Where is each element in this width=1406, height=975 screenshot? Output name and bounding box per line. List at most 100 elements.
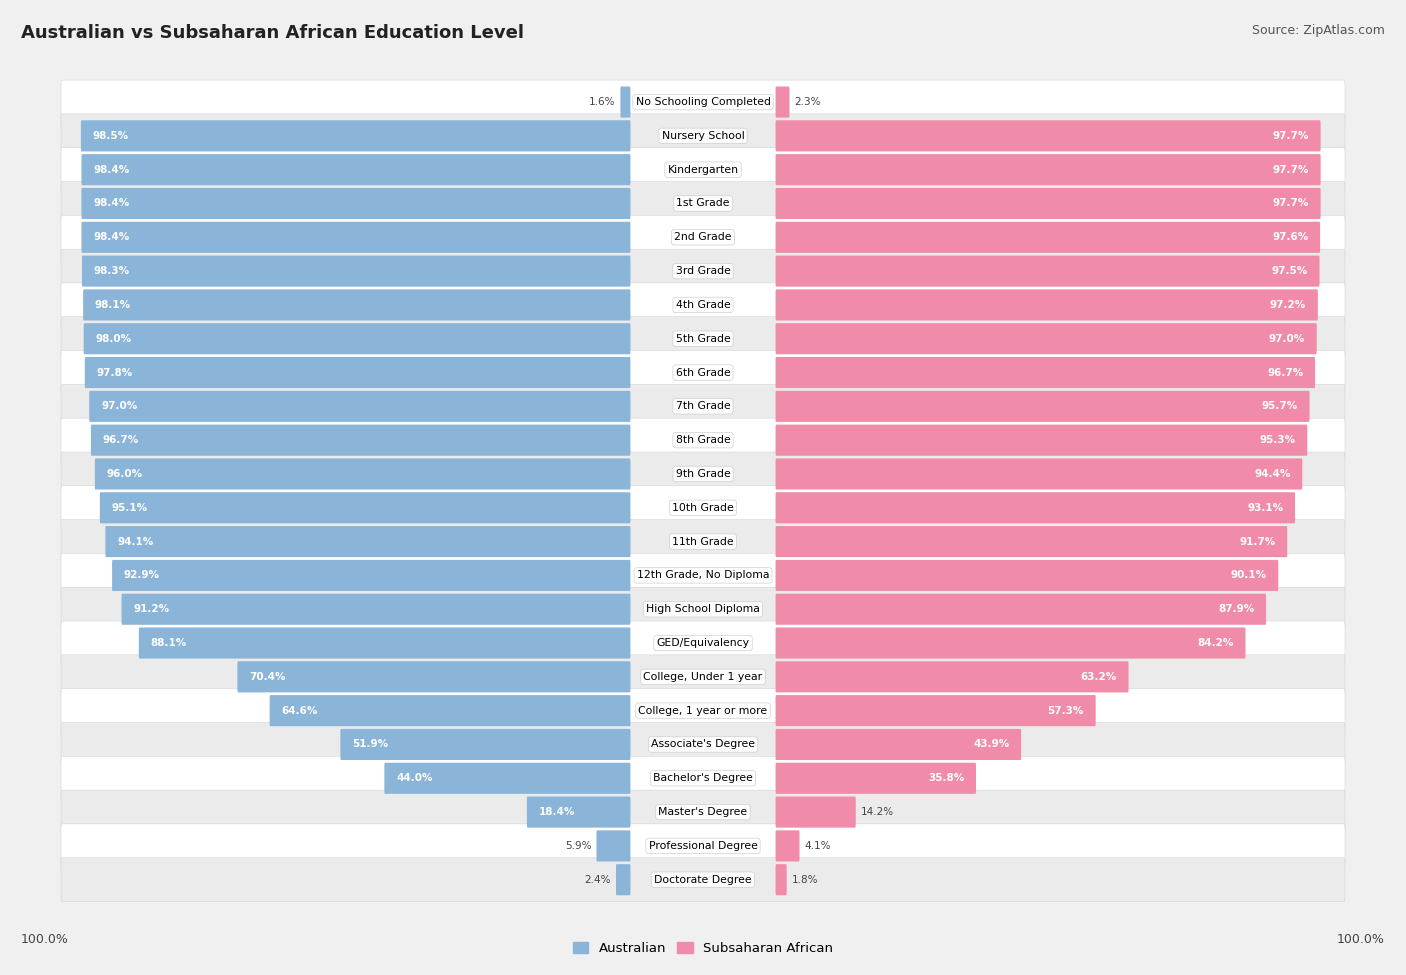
FancyBboxPatch shape bbox=[60, 621, 1346, 665]
Text: 97.8%: 97.8% bbox=[97, 368, 132, 377]
Text: 98.5%: 98.5% bbox=[93, 131, 129, 140]
FancyBboxPatch shape bbox=[60, 858, 1346, 902]
FancyBboxPatch shape bbox=[776, 492, 1295, 524]
Text: 100.0%: 100.0% bbox=[21, 933, 69, 946]
Text: 44.0%: 44.0% bbox=[396, 773, 433, 783]
Text: 2.3%: 2.3% bbox=[794, 98, 821, 107]
Text: 18.4%: 18.4% bbox=[538, 807, 575, 817]
Text: 90.1%: 90.1% bbox=[1230, 570, 1267, 580]
FancyBboxPatch shape bbox=[82, 221, 630, 253]
Text: 97.2%: 97.2% bbox=[1270, 300, 1306, 310]
Text: Kindergarten: Kindergarten bbox=[668, 165, 738, 175]
FancyBboxPatch shape bbox=[340, 729, 630, 760]
Text: 4th Grade: 4th Grade bbox=[676, 300, 730, 310]
FancyBboxPatch shape bbox=[776, 831, 800, 862]
FancyBboxPatch shape bbox=[60, 351, 1346, 395]
Text: 97.0%: 97.0% bbox=[101, 402, 138, 411]
Text: 97.7%: 97.7% bbox=[1272, 165, 1309, 175]
Text: No Schooling Completed: No Schooling Completed bbox=[636, 98, 770, 107]
FancyBboxPatch shape bbox=[83, 290, 630, 321]
FancyBboxPatch shape bbox=[60, 452, 1346, 496]
Text: 9th Grade: 9th Grade bbox=[676, 469, 730, 479]
FancyBboxPatch shape bbox=[60, 790, 1346, 834]
Text: 10th Grade: 10th Grade bbox=[672, 503, 734, 513]
Text: 2.4%: 2.4% bbox=[585, 875, 610, 884]
Text: 84.2%: 84.2% bbox=[1198, 638, 1233, 648]
Text: 43.9%: 43.9% bbox=[973, 739, 1010, 750]
Text: 96.0%: 96.0% bbox=[107, 469, 143, 479]
Text: 2nd Grade: 2nd Grade bbox=[675, 232, 731, 243]
FancyBboxPatch shape bbox=[60, 250, 1346, 293]
FancyBboxPatch shape bbox=[776, 695, 1095, 726]
Text: 97.6%: 97.6% bbox=[1272, 232, 1308, 243]
Text: 63.2%: 63.2% bbox=[1080, 672, 1116, 682]
Text: 98.0%: 98.0% bbox=[96, 333, 132, 344]
Text: 1.6%: 1.6% bbox=[589, 98, 616, 107]
FancyBboxPatch shape bbox=[84, 357, 630, 388]
FancyBboxPatch shape bbox=[776, 221, 1320, 253]
FancyBboxPatch shape bbox=[60, 722, 1346, 766]
Text: 4.1%: 4.1% bbox=[804, 840, 831, 851]
Text: 97.5%: 97.5% bbox=[1271, 266, 1308, 276]
FancyBboxPatch shape bbox=[60, 554, 1346, 598]
FancyBboxPatch shape bbox=[776, 526, 1288, 557]
Text: 95.3%: 95.3% bbox=[1260, 435, 1295, 446]
FancyBboxPatch shape bbox=[139, 628, 630, 658]
Text: 51.9%: 51.9% bbox=[352, 739, 388, 750]
FancyBboxPatch shape bbox=[121, 594, 630, 625]
Text: Source: ZipAtlas.com: Source: ZipAtlas.com bbox=[1251, 24, 1385, 37]
Text: Australian vs Subsaharan African Education Level: Australian vs Subsaharan African Educati… bbox=[21, 24, 524, 42]
Text: Professional Degree: Professional Degree bbox=[648, 840, 758, 851]
FancyBboxPatch shape bbox=[776, 357, 1315, 388]
Text: 5.9%: 5.9% bbox=[565, 840, 592, 851]
Text: Master's Degree: Master's Degree bbox=[658, 807, 748, 817]
Text: 98.1%: 98.1% bbox=[96, 300, 131, 310]
FancyBboxPatch shape bbox=[60, 520, 1346, 564]
FancyBboxPatch shape bbox=[776, 154, 1320, 185]
Text: 6th Grade: 6th Grade bbox=[676, 368, 730, 377]
Text: 98.4%: 98.4% bbox=[93, 165, 129, 175]
Text: 1st Grade: 1st Grade bbox=[676, 199, 730, 209]
FancyBboxPatch shape bbox=[620, 87, 630, 118]
Text: 98.3%: 98.3% bbox=[94, 266, 129, 276]
FancyBboxPatch shape bbox=[82, 120, 630, 151]
Text: 91.7%: 91.7% bbox=[1239, 536, 1275, 547]
FancyBboxPatch shape bbox=[82, 154, 630, 185]
FancyBboxPatch shape bbox=[105, 526, 630, 557]
FancyBboxPatch shape bbox=[112, 560, 630, 591]
Text: 92.9%: 92.9% bbox=[124, 570, 160, 580]
FancyBboxPatch shape bbox=[60, 587, 1346, 631]
Text: 87.9%: 87.9% bbox=[1218, 604, 1254, 614]
FancyBboxPatch shape bbox=[60, 215, 1346, 259]
Text: 97.7%: 97.7% bbox=[1272, 199, 1309, 209]
FancyBboxPatch shape bbox=[60, 283, 1346, 327]
FancyBboxPatch shape bbox=[60, 114, 1346, 158]
FancyBboxPatch shape bbox=[84, 323, 630, 354]
Text: 57.3%: 57.3% bbox=[1047, 706, 1084, 716]
FancyBboxPatch shape bbox=[596, 831, 630, 862]
Text: 98.4%: 98.4% bbox=[93, 199, 129, 209]
Text: 96.7%: 96.7% bbox=[103, 435, 139, 446]
FancyBboxPatch shape bbox=[776, 628, 1246, 658]
FancyBboxPatch shape bbox=[60, 757, 1346, 800]
FancyBboxPatch shape bbox=[776, 661, 1129, 692]
FancyBboxPatch shape bbox=[94, 458, 630, 489]
FancyBboxPatch shape bbox=[60, 384, 1346, 428]
Text: 98.4%: 98.4% bbox=[93, 232, 129, 243]
FancyBboxPatch shape bbox=[776, 391, 1309, 422]
Text: 70.4%: 70.4% bbox=[249, 672, 285, 682]
FancyBboxPatch shape bbox=[776, 594, 1265, 625]
Text: College, 1 year or more: College, 1 year or more bbox=[638, 706, 768, 716]
Text: 97.7%: 97.7% bbox=[1272, 131, 1309, 140]
Text: 12th Grade, No Diploma: 12th Grade, No Diploma bbox=[637, 570, 769, 580]
FancyBboxPatch shape bbox=[776, 87, 790, 118]
FancyBboxPatch shape bbox=[776, 729, 1021, 760]
FancyBboxPatch shape bbox=[776, 762, 976, 794]
FancyBboxPatch shape bbox=[60, 317, 1346, 361]
Text: High School Diploma: High School Diploma bbox=[647, 604, 759, 614]
FancyBboxPatch shape bbox=[60, 824, 1346, 868]
Text: 88.1%: 88.1% bbox=[150, 638, 187, 648]
FancyBboxPatch shape bbox=[60, 486, 1346, 529]
FancyBboxPatch shape bbox=[776, 290, 1317, 321]
Text: 1.8%: 1.8% bbox=[792, 875, 818, 884]
